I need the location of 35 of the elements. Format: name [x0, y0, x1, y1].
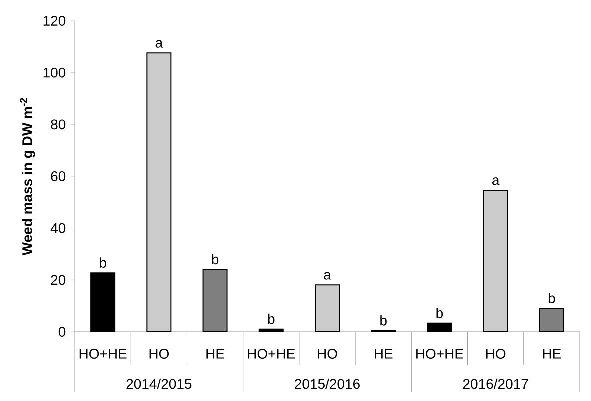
bar — [483, 190, 508, 332]
x-tick-label: HO+HE — [248, 349, 296, 359]
data-label: b — [436, 308, 444, 318]
data-label: b — [268, 314, 275, 324]
y-axis-title: Weed mass in g DW m$^{-2}$ — [20, 98, 36, 256]
data-label: b — [380, 315, 387, 326]
x-tick-label: HO — [486, 349, 506, 359]
bar — [427, 322, 452, 332]
y-tick-label: 20 — [51, 275, 66, 286]
data-label: b — [548, 293, 556, 304]
y-tick-label: 60 — [51, 172, 66, 182]
y-tick-label: 0 — [58, 327, 66, 337]
text: 2014/2015 — [126, 378, 192, 390]
x-tick-label: HE — [206, 349, 224, 359]
data-label: a — [324, 272, 332, 280]
x-tick-label: HE — [375, 349, 393, 359]
x-tick-label: HE — [543, 349, 562, 359]
x-tick-label: HO+HE — [416, 349, 464, 359]
text: 2016/2017 — [463, 378, 528, 390]
x-tick-label: HO — [150, 349, 170, 359]
y-tick-label: 80 — [51, 120, 66, 130]
bar — [90, 272, 116, 332]
data-label: b — [212, 254, 219, 265]
data-label: b — [100, 258, 106, 268]
text: 2015/2016 — [295, 378, 360, 390]
data-label: a — [156, 40, 164, 48]
y-tick-label: 100 — [44, 68, 66, 78]
bar — [314, 284, 340, 332]
x-tick-label: HO+HE — [80, 349, 127, 359]
y-tick-label: 40 — [50, 223, 66, 234]
y-tick-label: 120 — [44, 16, 66, 26]
data-label: a — [492, 178, 500, 186]
bar — [258, 328, 284, 332]
bar — [146, 52, 172, 332]
x-tick-label: HO — [318, 349, 338, 359]
